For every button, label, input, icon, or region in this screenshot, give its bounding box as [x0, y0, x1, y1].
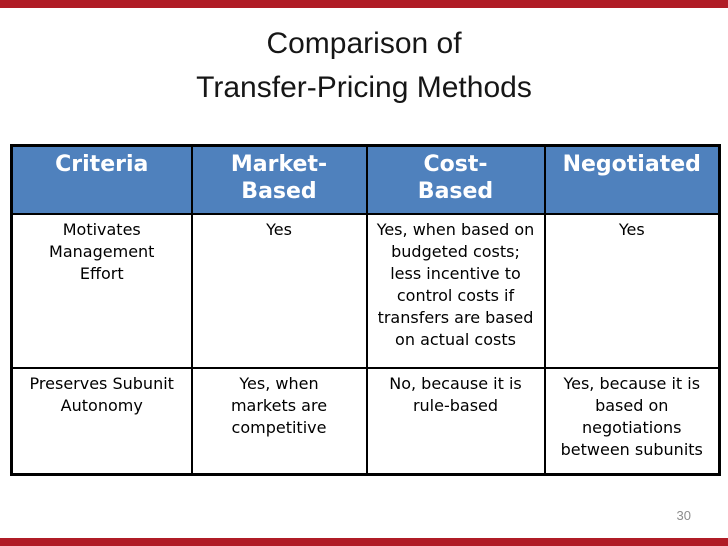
header-cell-criteria: Criteria	[10, 144, 193, 215]
comparison-table: Criteria Market- Based Cost- Based Negot…	[10, 144, 721, 476]
table-row: Motivates Management Effort Yes Yes, whe…	[10, 213, 721, 369]
header-cell-cost-based: Cost- Based	[365, 144, 546, 215]
bottom-accent-bar	[0, 538, 728, 546]
table-header-row: Criteria Market- Based Cost- Based Negot…	[10, 144, 721, 215]
cell-negotiated: Yes, because it is based on negotiations…	[543, 367, 721, 476]
cell-market-based: Yes, when markets are competitive	[190, 367, 368, 476]
cell-criteria: Motivates Management Effort	[10, 213, 193, 369]
cell-cost-based: No, because it is rule-based	[365, 367, 546, 476]
cell-criteria: Preserves Subunit Autonomy	[10, 367, 193, 476]
slide-title: Comparison of Transfer-Pricing Methods	[196, 27, 532, 104]
header-cell-negotiated: Negotiated	[543, 144, 721, 215]
top-accent-bar	[0, 0, 728, 8]
cell-market-based: Yes	[190, 213, 368, 369]
page-number: 30	[676, 508, 691, 523]
table-row: Preserves Subunit Autonomy Yes, when mar…	[10, 367, 721, 476]
cell-negotiated: Yes	[543, 213, 721, 369]
cell-cost-based: Yes, when based on budgeted costs; less …	[365, 213, 546, 369]
header-cell-market-based: Market- Based	[190, 144, 368, 215]
